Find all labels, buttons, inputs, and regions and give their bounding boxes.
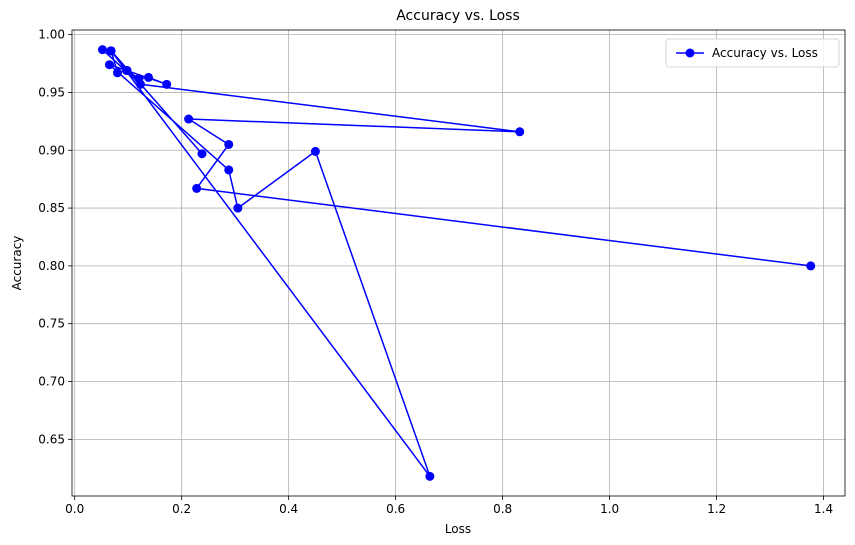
x-tick-label: 1.0 xyxy=(600,502,619,516)
y-axis-label: Accuracy xyxy=(10,236,24,291)
data-point xyxy=(122,65,132,75)
data-point xyxy=(425,471,435,481)
y-tick-label: 0.75 xyxy=(38,317,65,331)
plot-frame xyxy=(71,29,846,497)
grid xyxy=(72,30,845,496)
chart-title: Accuracy vs. Loss xyxy=(396,8,520,24)
data-point xyxy=(97,45,107,55)
data-point xyxy=(224,139,234,149)
data-point xyxy=(515,127,525,137)
x-axis-ticks: 0.0 0.2 0.4 0.6 0.8 1.0 1.2 1.4 xyxy=(65,496,833,516)
series-line xyxy=(101,48,811,478)
legend-box xyxy=(665,38,840,68)
data-point xyxy=(162,79,172,89)
legend: Accuracy vs. Loss xyxy=(665,38,840,68)
data-point xyxy=(192,183,202,193)
x-tick-label: 1.2 xyxy=(707,502,726,516)
x-tick-label: 0.6 xyxy=(386,502,405,516)
y-tick-label: 1.00 xyxy=(38,28,65,42)
y-tick-label: 0.85 xyxy=(38,201,65,215)
data-point xyxy=(233,203,243,213)
x-tick-label: 0.4 xyxy=(279,502,298,516)
data-point xyxy=(310,146,320,156)
data-point xyxy=(143,72,153,82)
data-point xyxy=(134,74,144,84)
data-point xyxy=(184,114,194,124)
legend-marker-swatch xyxy=(685,48,695,58)
x-tick-label: 0.0 xyxy=(65,502,84,516)
x-tick-label: 1.4 xyxy=(814,502,833,516)
x-tick-label: 0.8 xyxy=(493,502,512,516)
y-tick-label: 0.65 xyxy=(38,432,65,446)
y-tick-label: 0.80 xyxy=(38,259,65,273)
data-point xyxy=(104,60,114,70)
data-point xyxy=(112,68,122,78)
series-markers xyxy=(97,45,816,481)
y-tick-label: 0.90 xyxy=(38,143,65,157)
x-tick-label: 0.2 xyxy=(172,502,191,516)
y-axis-ticks: 0.65 0.70 0.75 0.80 0.85 0.90 0.95 1.00 xyxy=(38,28,72,446)
y-tick-label: 0.95 xyxy=(38,85,65,99)
data-point xyxy=(106,46,116,56)
data-point xyxy=(197,149,207,159)
data-point xyxy=(806,261,816,271)
x-axis-label: Loss xyxy=(445,522,471,536)
legend-label: Accuracy vs. Loss xyxy=(712,46,818,60)
series-line-path xyxy=(101,48,811,478)
y-tick-label: 0.70 xyxy=(38,375,65,389)
data-point xyxy=(224,165,234,175)
